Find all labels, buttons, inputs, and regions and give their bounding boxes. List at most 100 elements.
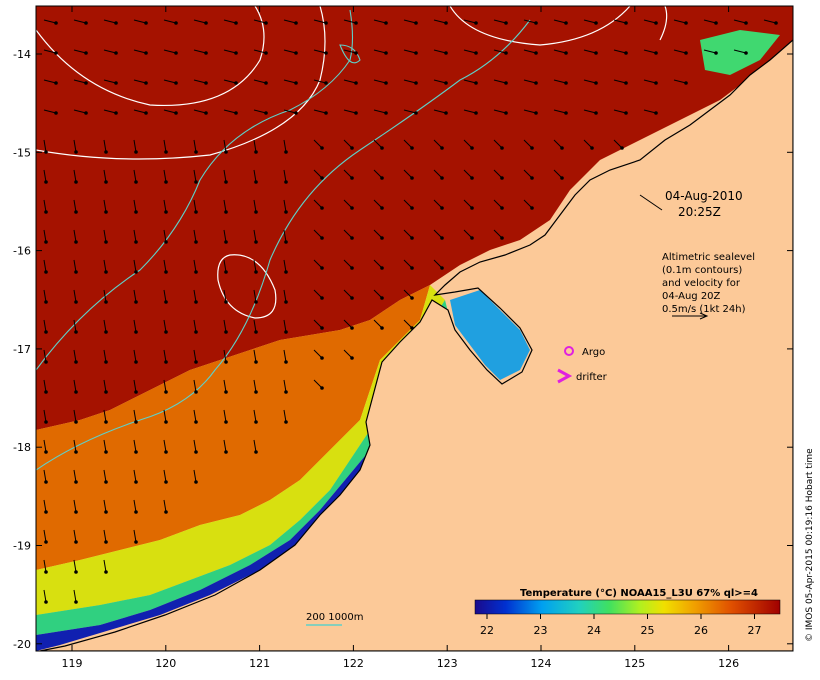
velocity-arrow [373, 319, 383, 329]
velocity-arrow-head [384, 81, 388, 85]
velocity-arrow-head [294, 111, 298, 115]
altimetry-line-5: 0.5m/s (1kt 24h) [662, 304, 746, 315]
velocity-arrow-head [44, 360, 48, 364]
velocity-arrow-head [194, 360, 198, 364]
velocity-arrow [343, 169, 353, 179]
velocity-arrow [253, 439, 257, 453]
drifter-label: drifter [576, 372, 608, 383]
lon-tick-label: 124 [531, 657, 552, 670]
velocity-arrow [103, 559, 107, 573]
velocity-arrow [553, 19, 567, 24]
velocity-arrow [133, 529, 137, 543]
velocity-arrow-head [444, 111, 448, 115]
velocity-arrow [343, 79, 357, 84]
velocity-arrow-head [594, 51, 598, 55]
velocity-arrow-head [254, 450, 258, 454]
velocity-arrow [223, 409, 227, 423]
velocity-arrow [43, 439, 47, 453]
velocity-arrow-head [194, 150, 198, 154]
velocity-arrow [493, 139, 503, 149]
velocity-arrow-head [224, 240, 228, 244]
velocity-arrow [403, 109, 417, 114]
velocity-arrow-head [74, 150, 78, 154]
velocity-arrow-head [234, 111, 238, 115]
velocity-arrow-head [380, 206, 384, 210]
lat-tick-label: -18 [13, 441, 31, 454]
velocity-arrow-head [84, 21, 88, 25]
velocity-arrow-head [654, 111, 658, 115]
velocity-arrow-head [440, 146, 444, 150]
velocity-arrow [103, 79, 117, 84]
velocity-arrow-head [254, 300, 258, 304]
land-mass [39, 39, 793, 651]
velocity-arrow-head [204, 51, 208, 55]
velocity-arrow [43, 109, 57, 114]
velocity-arrow [433, 19, 447, 24]
velocity-arrow-head [284, 360, 288, 364]
velocity-arrow [463, 199, 473, 209]
velocity-arrow [643, 109, 657, 114]
velocity-arrow-head [74, 540, 78, 544]
velocity-arrow-head [384, 111, 388, 115]
velocity-arrow-head [254, 210, 258, 214]
velocity-arrow [43, 529, 47, 543]
velocity-arrow-head [684, 51, 688, 55]
velocity-arrow-head [114, 111, 118, 115]
velocity-arrow [253, 259, 257, 273]
altimetry-line-1: Altimetric sealevel [662, 252, 755, 263]
velocity-arrow-head [564, 21, 568, 25]
velocity-arrow-head [320, 146, 324, 150]
lon-tick-label: 120 [155, 657, 176, 670]
velocity-arrow [763, 19, 777, 24]
velocity-arrow [73, 169, 77, 183]
velocity-arrow [193, 79, 207, 84]
velocity-arrow-head [294, 21, 298, 25]
argo-legend: Argo [564, 346, 605, 358]
velocity-arrow [103, 19, 117, 24]
velocity-arrow-head [204, 81, 208, 85]
velocity-arrow [373, 169, 383, 179]
velocity-arrow [103, 529, 107, 543]
velocity-arrow [223, 259, 227, 273]
velocity-arrow-head [444, 81, 448, 85]
velocity-arrow [133, 109, 147, 114]
velocity-arrow [493, 229, 503, 239]
velocity-arrow [343, 199, 353, 209]
altimetry-line-3: and velocity for [662, 278, 741, 289]
velocity-arrow [193, 289, 197, 303]
velocity-arrow [223, 169, 227, 183]
velocity-arrow [613, 79, 627, 84]
velocity-arrow [523, 19, 537, 24]
velocity-arrow [493, 49, 507, 54]
velocity-arrow [163, 259, 167, 273]
velocity-arrow [43, 259, 47, 273]
velocity-arrow-head [350, 146, 354, 150]
velocity-arrow-head [350, 236, 354, 240]
velocity-arrow [253, 379, 257, 393]
velocity-arrow-head [324, 111, 328, 115]
velocity-arrow [343, 109, 357, 114]
velocity-arrow [103, 169, 107, 183]
velocity-arrow [523, 169, 533, 179]
velocity-arrow-head [44, 540, 48, 544]
velocity-arrow [253, 139, 257, 153]
velocity-arrow [253, 199, 257, 213]
velocity-arrow-head [294, 81, 298, 85]
velocity-arrow-head [320, 236, 324, 240]
date-annotation: 04-Aug-2010 20:25Z [639, 189, 743, 219]
sst-water-bay [450, 290, 530, 380]
velocity-arrow-head [164, 390, 168, 394]
velocity-arrow [223, 19, 237, 24]
velocity-arrow [43, 49, 57, 54]
velocity-arrow [73, 79, 87, 84]
velocity-arrow-head [174, 51, 178, 55]
velocity-arrow [163, 79, 177, 84]
velocity-arrow [193, 409, 197, 423]
velocity-arrow [343, 139, 353, 149]
latitude-axis: -14 -15 -16 -17 -18 -19 -20 [13, 48, 793, 651]
velocity-arrow [613, 139, 623, 149]
velocity-arrow [193, 439, 197, 453]
velocity-arrow-head [254, 360, 258, 364]
velocity-arrow-head [284, 300, 288, 304]
colorbar-tick-label: 27 [748, 624, 762, 637]
